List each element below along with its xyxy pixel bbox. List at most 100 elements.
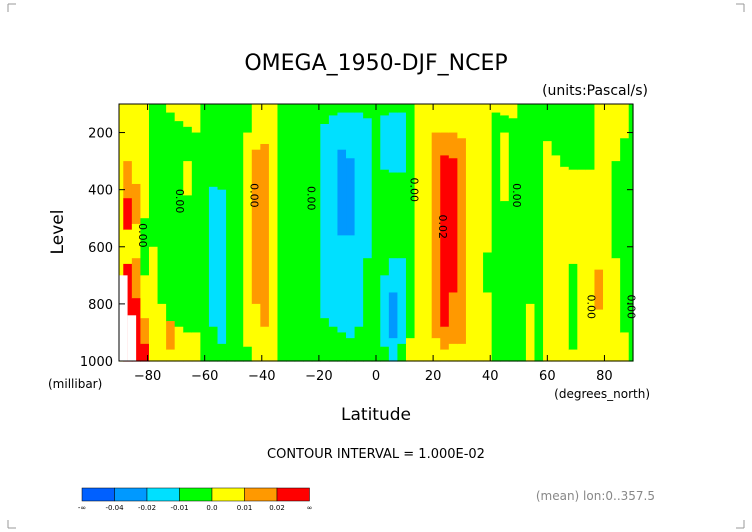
contour-band bbox=[251, 303, 261, 362]
contour-band bbox=[457, 104, 467, 139]
contour-band bbox=[423, 121, 433, 345]
contour-band bbox=[260, 143, 270, 328]
contour-band bbox=[397, 112, 407, 174]
legend-label: -0.01 bbox=[170, 504, 188, 512]
contour-band bbox=[346, 104, 356, 114]
contour-band bbox=[131, 104, 142, 185]
contour-band bbox=[157, 104, 167, 148]
contour-band bbox=[380, 104, 390, 117]
contour-band bbox=[603, 161, 613, 362]
contour-band bbox=[131, 298, 142, 334]
contour-band bbox=[440, 326, 450, 351]
contour-interval-text: CONTOUR INTERVAL = 1.000E-02 bbox=[267, 447, 485, 462]
contour-band bbox=[431, 338, 441, 362]
x-tick-label: 40 bbox=[482, 369, 499, 384]
contour-band bbox=[123, 198, 133, 231]
footer-mean-text: (mean) lon:0..357.5 bbox=[536, 489, 655, 503]
contour-band bbox=[620, 332, 630, 362]
contour-band bbox=[405, 338, 416, 362]
legend-swatch bbox=[244, 487, 278, 502]
contour-band bbox=[208, 326, 219, 362]
x-axis-label: Latitude bbox=[341, 405, 411, 425]
x-tick-label: −20 bbox=[305, 369, 332, 384]
contour-band bbox=[440, 349, 450, 362]
contour-band bbox=[500, 104, 510, 117]
contour-label: 0.00 bbox=[510, 183, 523, 208]
contour-band bbox=[191, 104, 201, 134]
contour-band bbox=[131, 223, 142, 259]
contour-band bbox=[560, 104, 570, 168]
contour-band bbox=[551, 104, 561, 156]
legend-swatch bbox=[211, 487, 245, 502]
contour-band bbox=[354, 326, 364, 362]
contour-band bbox=[414, 104, 424, 362]
y-tick-label: 200 bbox=[88, 127, 113, 142]
x-tick-label: 0 bbox=[372, 369, 380, 384]
contour-band bbox=[200, 104, 210, 362]
contour-band bbox=[585, 104, 596, 171]
contour-band bbox=[474, 104, 484, 362]
contour-band bbox=[320, 123, 330, 319]
legend-label: ∞ bbox=[307, 504, 313, 512]
contour-band bbox=[568, 263, 578, 351]
contour-band bbox=[191, 332, 201, 362]
contour-band bbox=[328, 104, 339, 117]
contour-band bbox=[517, 118, 527, 225]
contour-band bbox=[217, 343, 227, 362]
color-legend: -∞ -0.04 -0.02 -0.01 0.0 0.01 0.02 ∞ bbox=[78, 487, 313, 512]
contour-band bbox=[491, 112, 501, 362]
legend-label: 0.0 bbox=[206, 504, 217, 512]
contour-band bbox=[500, 201, 510, 362]
legend-label: -0.02 bbox=[138, 504, 156, 512]
contour-band bbox=[148, 246, 159, 311]
contour-band bbox=[405, 143, 416, 339]
y-axis-units: (millibar) bbox=[48, 377, 102, 391]
contour-band bbox=[560, 166, 570, 362]
contour-band bbox=[234, 104, 244, 362]
contour-band bbox=[380, 275, 390, 348]
legend-swatch bbox=[276, 487, 310, 502]
contour-band bbox=[577, 169, 587, 362]
contour-band bbox=[148, 104, 159, 248]
contour-band bbox=[183, 332, 193, 362]
contour-band bbox=[346, 338, 356, 362]
contour-band bbox=[174, 326, 184, 362]
contour-band bbox=[457, 138, 467, 345]
contour-band bbox=[620, 138, 630, 334]
legend-swatch bbox=[179, 487, 213, 502]
contour-band bbox=[140, 343, 150, 362]
contour-band bbox=[371, 104, 381, 362]
contour-band bbox=[337, 112, 347, 151]
contour-band bbox=[448, 104, 458, 134]
contour-band bbox=[611, 104, 621, 162]
contour-band bbox=[157, 146, 167, 305]
contour-band bbox=[465, 104, 476, 362]
legend-swatch bbox=[81, 487, 115, 502]
contour-band bbox=[140, 218, 150, 276]
contour-band bbox=[346, 235, 356, 339]
contour-band bbox=[380, 169, 390, 276]
contour-label: 0.00 bbox=[584, 294, 597, 319]
contour-band bbox=[354, 104, 364, 114]
x-tick-label: 60 bbox=[539, 369, 556, 384]
y-tick-label: 1000 bbox=[80, 355, 113, 370]
contour-label: 0.02 bbox=[436, 215, 449, 240]
contour-band bbox=[268, 104, 279, 362]
x-tick-label: 20 bbox=[425, 369, 442, 384]
contour-band bbox=[483, 252, 493, 294]
contour-band bbox=[320, 104, 330, 125]
missing-data bbox=[127, 315, 137, 361]
contour-label: 0.00 bbox=[407, 177, 420, 202]
contour-band bbox=[448, 158, 458, 294]
contour-band bbox=[611, 258, 621, 362]
contour-band bbox=[543, 241, 553, 362]
contour-band bbox=[483, 292, 493, 362]
contour-band bbox=[594, 309, 604, 362]
contour-band bbox=[388, 338, 399, 362]
contour-band bbox=[131, 183, 142, 225]
contour-label: 0.00 bbox=[624, 294, 637, 319]
contour-band bbox=[346, 158, 356, 236]
x-tick-label: −60 bbox=[191, 369, 218, 384]
contour-band bbox=[517, 104, 527, 119]
